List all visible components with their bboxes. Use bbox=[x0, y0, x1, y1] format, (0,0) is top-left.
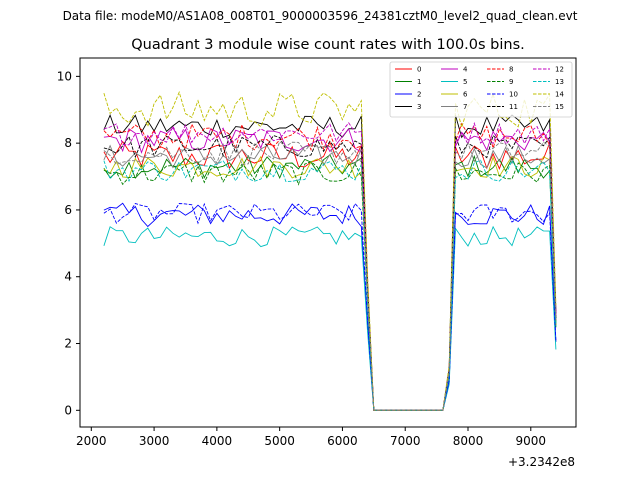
legend-label-3: 3 bbox=[417, 103, 421, 111]
legend-label-5: 5 bbox=[463, 78, 467, 86]
legend-label-2: 2 bbox=[417, 91, 421, 99]
x-tick-label: 2000 bbox=[76, 434, 107, 448]
series-line-8 bbox=[103, 122, 557, 411]
y-tick-label: 6 bbox=[64, 203, 72, 217]
x-tick-label: 4000 bbox=[202, 434, 233, 448]
series-line-9 bbox=[103, 161, 557, 411]
series-line-2 bbox=[103, 202, 557, 411]
x-tick-label: 8000 bbox=[453, 434, 484, 448]
y-tick-label: 10 bbox=[57, 69, 72, 83]
legend-box bbox=[389, 61, 573, 118]
y-tick-label: 4 bbox=[64, 270, 72, 284]
y-tick-label: 8 bbox=[64, 136, 72, 150]
series-line-12 bbox=[103, 121, 557, 411]
legend-label-0: 0 bbox=[417, 66, 421, 74]
series-line-11 bbox=[103, 134, 557, 411]
legend-label-8: 8 bbox=[509, 66, 513, 74]
series-line-13 bbox=[103, 159, 557, 411]
legend-label-7: 7 bbox=[463, 103, 467, 111]
figure-suptitle: Data file: modeM0/AS1A08_008T01_90000035… bbox=[63, 9, 578, 23]
x-tick-label: 9000 bbox=[516, 434, 547, 448]
chart-title: Quadrant 3 module wise count rates with … bbox=[131, 37, 525, 53]
legend-label-10: 10 bbox=[509, 91, 518, 99]
y-tick-label: 0 bbox=[64, 403, 72, 417]
legend-label-13: 13 bbox=[555, 78, 564, 86]
plot-frame bbox=[79, 57, 577, 428]
legend-label-11: 11 bbox=[509, 103, 518, 111]
series-line-3 bbox=[103, 113, 557, 411]
x-tick-label: 5000 bbox=[264, 434, 295, 448]
x-tick-label: 7000 bbox=[390, 434, 421, 448]
series-line-6 bbox=[103, 155, 557, 411]
x-axis: 2000 3000 4000 5000 6000 7000 8000 9000 bbox=[76, 427, 546, 448]
x-tick-label: 6000 bbox=[327, 434, 358, 448]
x-offset-label: +3.2342e8 bbox=[508, 455, 575, 469]
y-axis: 0 2 4 6 8 10 bbox=[57, 69, 80, 417]
legend-label-9: 9 bbox=[509, 78, 513, 86]
legend-label-15: 15 bbox=[555, 103, 564, 111]
series-line-15 bbox=[103, 140, 557, 411]
series-line-10 bbox=[103, 202, 557, 411]
legend-label-6: 6 bbox=[463, 91, 468, 99]
x-tick-label: 3000 bbox=[139, 434, 170, 448]
series-line-4 bbox=[103, 127, 557, 411]
legend-label-14: 14 bbox=[555, 91, 564, 99]
series-line-0 bbox=[103, 140, 557, 411]
series-line-7 bbox=[103, 144, 557, 411]
legend-label-1: 1 bbox=[417, 78, 421, 86]
series-layer bbox=[103, 90, 557, 411]
y-tick-label: 2 bbox=[64, 337, 72, 351]
series-line-5 bbox=[103, 225, 557, 411]
legend-label-12: 12 bbox=[555, 66, 564, 74]
legend-label-4: 4 bbox=[463, 66, 468, 74]
series-line-1 bbox=[103, 154, 557, 411]
